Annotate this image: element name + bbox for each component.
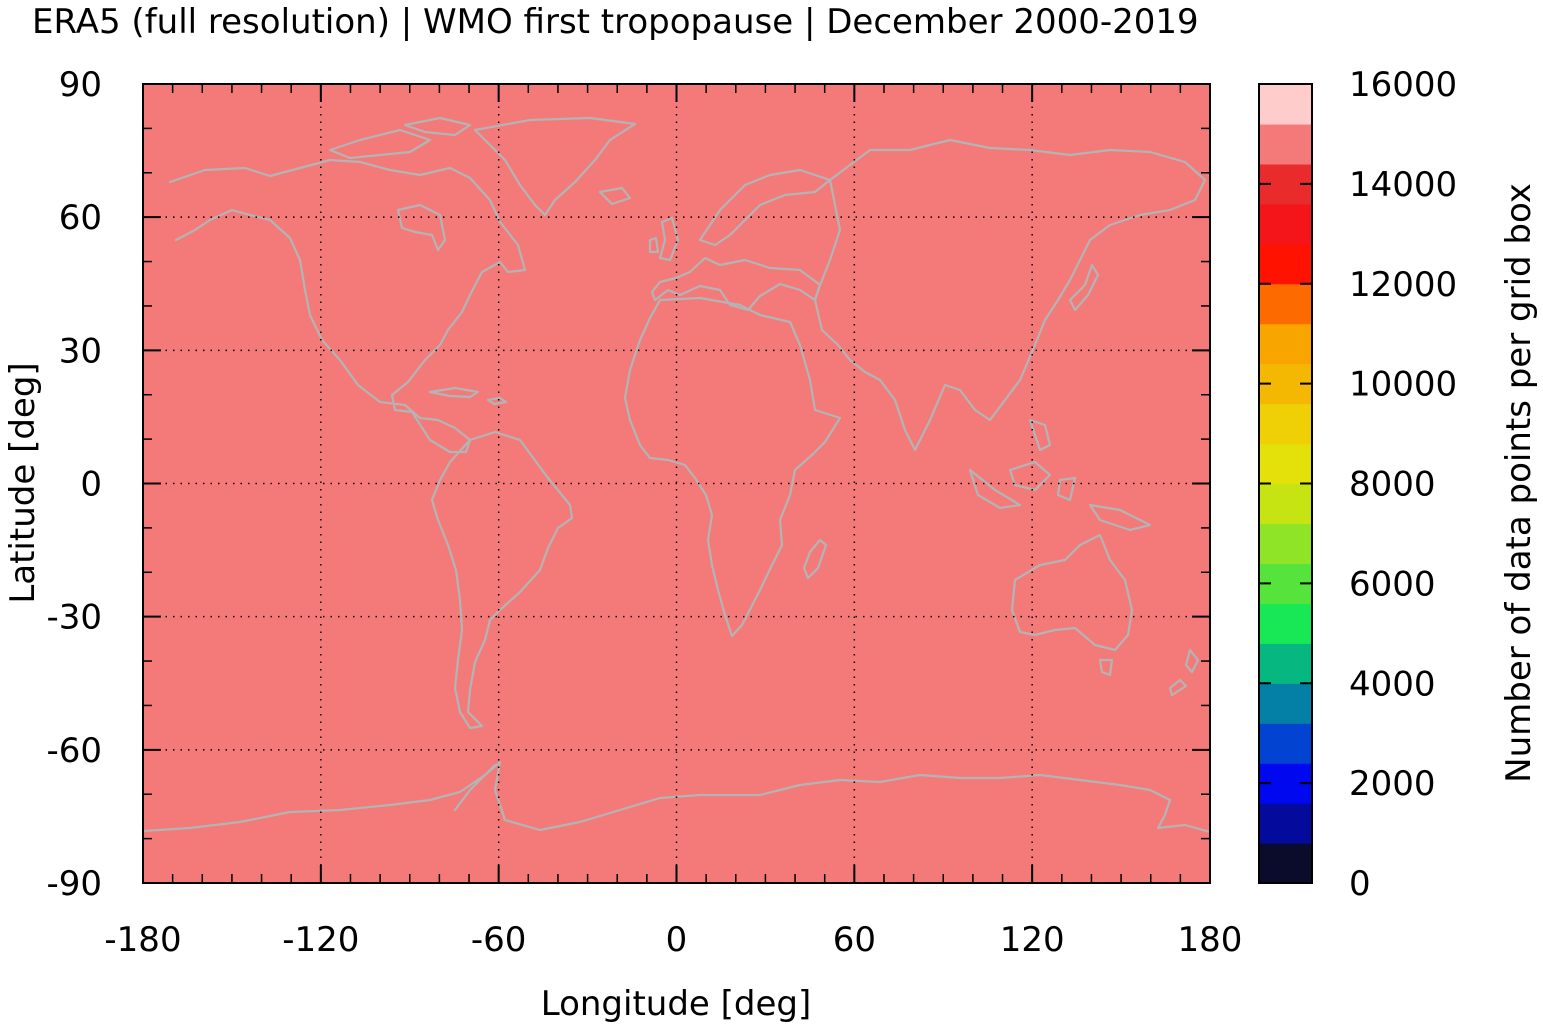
colorbar-swatch <box>1259 323 1312 365</box>
colorbar-tick-labels: 0 2000 4000 6000 8000 10000 12000 14000 16000 <box>1349 65 1457 904</box>
y-tick-label: 60 <box>59 198 102 238</box>
coastline-greenland <box>473 116 637 217</box>
colorbar-swatch <box>1259 203 1312 245</box>
colorbar-tick-label: 2000 <box>1349 764 1436 804</box>
coastline-antarctica <box>141 760 1212 834</box>
x-tick-label: -60 <box>471 920 527 960</box>
x-tick-labels: -180 -120 -60 0 60 120 180 <box>104 920 1242 960</box>
y-tick-label: 0 <box>80 465 102 505</box>
coastline-indonesia <box>968 418 1152 532</box>
x-axis-label: Longitude [deg] <box>541 984 812 1024</box>
coastline-japan <box>1068 263 1100 312</box>
x-tick-label: -120 <box>282 920 359 960</box>
colorbar-swatch <box>1259 603 1312 644</box>
colorbar-swatch <box>1259 523 1312 564</box>
colorbar-tick-label: 14000 <box>1349 165 1457 205</box>
map-panel <box>141 83 1212 884</box>
coastline-australia <box>1010 533 1134 677</box>
grid-lines <box>143 84 1210 883</box>
coastline-caribbean <box>428 386 508 406</box>
x-tick-label: -180 <box>104 920 181 960</box>
coastline-iceland <box>598 186 632 206</box>
colorbar-swatch <box>1259 723 1312 764</box>
coastline-antarctic-peninsula <box>453 763 497 812</box>
colorbar-swatch <box>1259 803 1312 844</box>
colorbar-tick-label: 4000 <box>1349 664 1436 704</box>
colorbar-swatch <box>1259 843 1312 884</box>
coastline-arctic-islands <box>328 116 472 160</box>
colorbar-swatch <box>1259 643 1312 684</box>
colorbar-swatch <box>1259 243 1312 285</box>
colorbar-tick-label: 10000 <box>1349 365 1457 405</box>
y-tick-label: -30 <box>46 598 102 638</box>
y-tick-label: -60 <box>46 731 102 771</box>
coastlines <box>141 116 1212 834</box>
x-tick-label: 120 <box>1000 920 1065 960</box>
colorbar-tick-label: 6000 <box>1349 564 1436 604</box>
chart-title: ERA5 (full resolution) | WMO first tropo… <box>32 2 1199 42</box>
colorbar-tick-label: 16000 <box>1349 65 1457 105</box>
coastline-south-america <box>430 430 574 730</box>
x-tick-label: 180 <box>1178 920 1243 960</box>
colorbar-tick-label: 12000 <box>1349 265 1457 305</box>
colorbar-tick-label: 8000 <box>1349 465 1436 505</box>
coastline-africa <box>623 296 842 638</box>
colorbar-swatch <box>1259 683 1312 724</box>
y-tick-label: -90 <box>46 864 102 904</box>
x-tick-label: 0 <box>666 920 688 960</box>
colorbar-swatch <box>1259 403 1312 445</box>
colorbar-tick-label: 0 <box>1349 864 1371 904</box>
axis-ticks <box>142 83 1211 884</box>
coastline-madagascar <box>802 538 828 580</box>
colorbar-label: Number of data points per grid box <box>1499 183 1539 783</box>
colorbar-swatches <box>1259 84 1312 884</box>
x-tick-label: 60 <box>833 920 876 960</box>
coastline-asia <box>813 138 1207 452</box>
colorbar-swatch <box>1259 483 1312 525</box>
y-axis-label: Latitude [deg] <box>3 362 43 603</box>
coastline-hudson-bay <box>396 203 447 252</box>
colorbar-frame <box>1258 83 1313 884</box>
y-tick-labels: -90 -60 -30 0 30 60 90 <box>46 65 102 904</box>
colorbar-swatch <box>1259 443 1312 485</box>
coastline-north-america <box>168 158 527 454</box>
y-tick-label: 30 <box>59 331 102 371</box>
coastline-new-zealand <box>1168 648 1200 697</box>
colorbar-swatch <box>1259 123 1312 165</box>
colorbar-swatch <box>1259 283 1312 325</box>
colorbar: 0 2000 4000 6000 8000 10000 12000 14000 16000 Nu… <box>1258 65 1539 904</box>
plot-frame <box>142 83 1211 884</box>
coastline-britain <box>648 216 680 262</box>
y-tick-label: 90 <box>59 65 102 105</box>
colorbar-swatch <box>1259 84 1312 125</box>
